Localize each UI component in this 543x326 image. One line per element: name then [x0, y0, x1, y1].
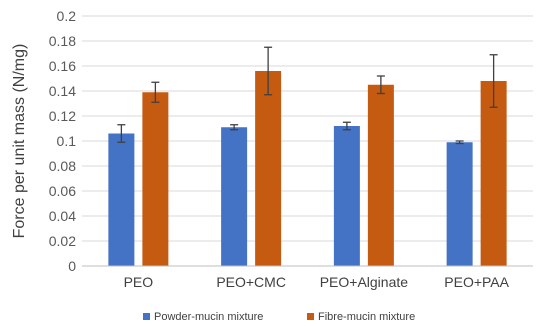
bar-powder: [333, 126, 360, 266]
y-tick-label: 0.18: [49, 33, 76, 49]
y-tick-label: 0.06: [49, 183, 76, 199]
y-tick-label: 0.08: [49, 158, 76, 174]
category-label: PEO+CMC: [216, 274, 286, 290]
y-tick-label: 0.14: [49, 83, 76, 99]
y-tick-label: 0.02: [49, 233, 76, 249]
y-tick-label: 0.12: [49, 108, 76, 124]
error-bars: [117, 46, 498, 145]
legend-swatch-powder: [143, 313, 150, 320]
y-tick-label: 0: [68, 258, 76, 274]
bar-powder: [108, 133, 135, 266]
legend-label-powder: Powder-mucin mixture: [154, 311, 263, 323]
bar-fibre: [367, 84, 394, 266]
y-tick-label: 0.1: [57, 133, 77, 149]
bars: [108, 71, 507, 266]
category-label: PEO: [124, 274, 154, 290]
legend-swatch-fibre: [307, 313, 314, 320]
bar-fibre: [480, 81, 507, 266]
x-axis-categories: PEO PEO+CMC PEO+Alginate PEO+PAA: [124, 274, 510, 290]
legend-label-fibre: Fibre-mucin mixture: [318, 311, 415, 323]
category-label: PEO+Alginate: [320, 274, 409, 290]
legend: Powder-mucin mixture Fibre-mucin mixture: [143, 311, 415, 323]
bar-fibre: [255, 71, 282, 266]
bar-powder: [446, 142, 473, 266]
bar-powder: [221, 127, 248, 266]
category-label: PEO+PAA: [444, 274, 509, 290]
y-tick-label: 0.16: [49, 58, 76, 74]
y-axis-title: Force per unit mass (N/mg): [11, 44, 28, 239]
y-tick-label: 0.04: [49, 208, 76, 224]
y-tick-label: 0.2: [57, 8, 77, 24]
y-axis-ticks: 0 0.02 0.04 0.06 0.08 0.1 0.12 0.14 0.16 0.18 0.2: [49, 8, 76, 274]
bar-fibre: [142, 92, 169, 266]
